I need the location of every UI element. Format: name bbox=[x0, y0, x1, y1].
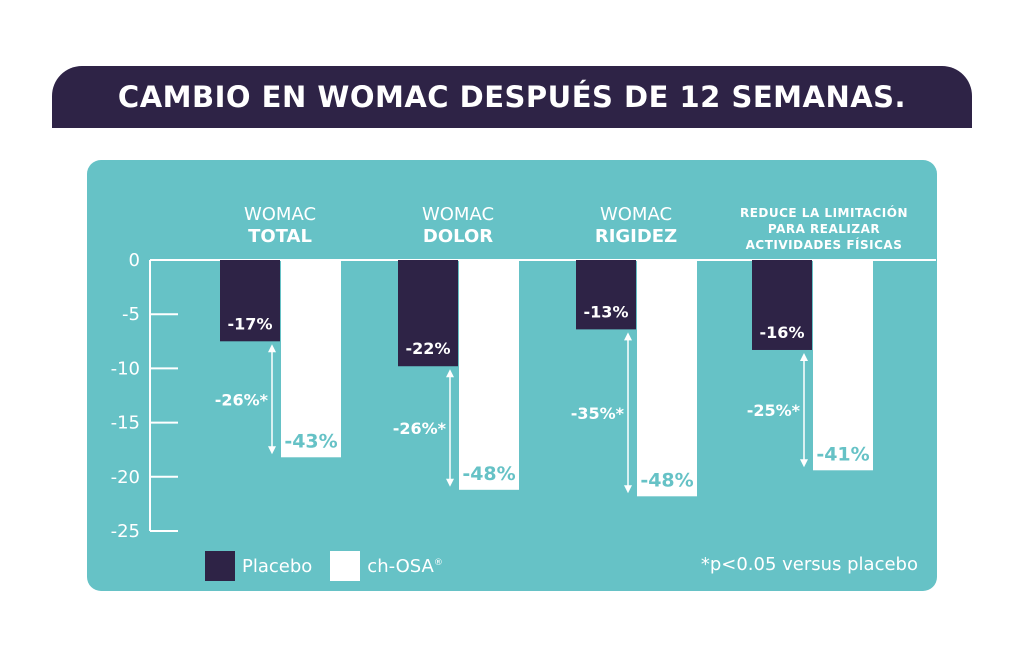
bar-ch-osa bbox=[281, 260, 341, 458]
bar-ch-osa bbox=[813, 260, 873, 471]
title-bar: CAMBIO EN WOMAC DESPUÉS DE 12 SEMANAS. bbox=[52, 66, 972, 128]
category-label: WOMAC bbox=[244, 204, 316, 225]
bar-label-placebo: -17% bbox=[228, 314, 273, 333]
bar-ch-osa bbox=[637, 260, 697, 497]
bar-label-ch-osa: -41% bbox=[816, 443, 869, 465]
bar-ch-osa bbox=[459, 260, 519, 490]
difference-arrow-head-down bbox=[268, 446, 276, 455]
legend-swatch-placebo bbox=[205, 551, 235, 581]
difference-label: -25%* bbox=[747, 401, 801, 420]
chart-title: CAMBIO EN WOMAC DESPUÉS DE 12 SEMANAS. bbox=[117, 80, 907, 114]
category-label: TOTAL bbox=[248, 226, 312, 247]
bar-placebo bbox=[220, 260, 280, 342]
bar-placebo bbox=[398, 260, 458, 367]
difference-arrow-head-up bbox=[800, 352, 808, 361]
bar-label-placebo: -13% bbox=[584, 302, 629, 321]
bar-label-ch-osa: -48% bbox=[640, 469, 693, 491]
difference-arrow-head-down bbox=[800, 459, 808, 468]
difference-arrow-head-up bbox=[446, 369, 454, 378]
category-label: WOMAC bbox=[422, 204, 494, 225]
registered-mark: ® bbox=[433, 557, 443, 568]
difference-arrow-head-up bbox=[268, 344, 276, 353]
difference-label: -35%* bbox=[571, 404, 625, 423]
bar-label-placebo: -16% bbox=[760, 323, 805, 342]
difference-arrow-head-down bbox=[624, 485, 632, 494]
bar-placebo bbox=[576, 260, 636, 330]
bar-label-ch-osa: -43% bbox=[284, 430, 337, 452]
y-tick-label: -5 bbox=[122, 304, 140, 325]
y-tick-label: 0 bbox=[129, 250, 140, 271]
difference-arrow-head-down bbox=[446, 478, 454, 487]
category-label: RIGIDEZ bbox=[595, 226, 677, 247]
footnote: *p<0.05 versus placebo bbox=[700, 554, 918, 575]
y-tick-label: -25 bbox=[111, 521, 140, 542]
difference-label: -26%* bbox=[215, 390, 269, 409]
difference-arrow-head-up bbox=[624, 332, 632, 341]
bar-placebo bbox=[752, 260, 812, 350]
bar-label-placebo: -22% bbox=[406, 339, 451, 358]
legend: Placebo ch-OSA® bbox=[205, 551, 461, 581]
y-tick-label: -20 bbox=[111, 467, 140, 488]
category-label: PARA REALIZAR bbox=[768, 222, 880, 236]
category-label: WOMAC bbox=[600, 204, 672, 225]
y-tick-label: -10 bbox=[111, 358, 140, 379]
bar-label-ch-osa: -48% bbox=[462, 463, 515, 485]
category-label: DOLOR bbox=[423, 226, 493, 247]
category-label: REDUCE LA LIMITACIÓN bbox=[740, 205, 908, 220]
legend-swatch-ch-osa bbox=[330, 551, 361, 581]
legend-label-ch-osa: ch-OSA® bbox=[367, 556, 443, 577]
y-tick-label: -15 bbox=[111, 413, 140, 434]
category-label: ACTIVIDADES FÍSICAS bbox=[746, 237, 903, 252]
legend-label-ch-osa-text: ch-OSA bbox=[367, 555, 434, 577]
legend-label-placebo: Placebo bbox=[242, 555, 313, 577]
difference-label: -26%* bbox=[393, 419, 447, 438]
